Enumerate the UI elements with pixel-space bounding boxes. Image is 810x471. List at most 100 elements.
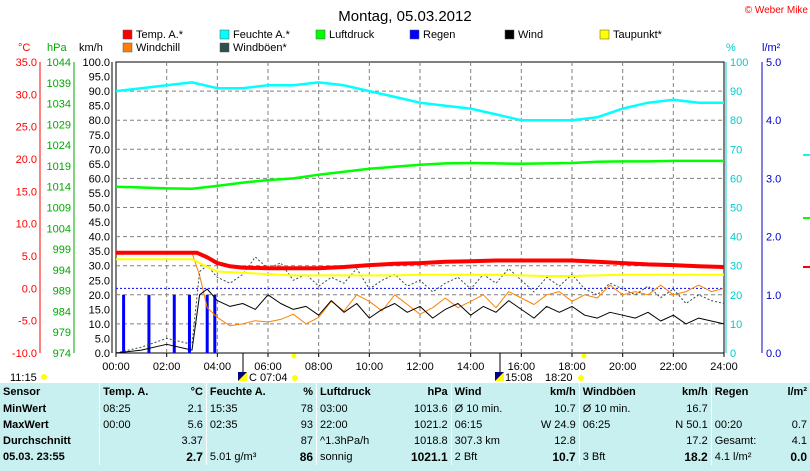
- wind-tick-label: 5.0: [95, 333, 110, 345]
- summary-cell: N 50.1: [675, 419, 708, 431]
- moon-icon-fill: [238, 372, 247, 381]
- wind-tick-label: 60.0: [89, 173, 110, 185]
- brand-label: © Weber Mike: [745, 5, 809, 16]
- summary-header-cell: Regen: [710, 383, 776, 401]
- summary-cell: 1018.8: [414, 435, 448, 447]
- rain-bar: [147, 294, 151, 353]
- x-tick-label: 04:00: [204, 361, 232, 373]
- humidity-tick-label: 50: [730, 203, 742, 215]
- summary-cell: 87: [300, 435, 314, 447]
- summary-cell: 2 Bft: [450, 449, 524, 465]
- summary-cell: [205, 433, 290, 449]
- summary-cell: 12.8: [554, 435, 576, 447]
- x-tick-label: 06:00: [254, 361, 282, 373]
- pressure-tick-label: 1009: [47, 203, 71, 215]
- legend-swatch: [599, 29, 610, 40]
- summary-row-label: MinWert: [3, 403, 47, 415]
- wind-tick-label: 45.0: [89, 217, 110, 229]
- pressure-tick-label: 1004: [47, 223, 71, 235]
- sun-icon: [581, 353, 587, 359]
- summary-row: MinWert 08:25 2.1 15:35 78 03:00 1013.6 Ø 10 mi…: [0, 401, 810, 417]
- summary-header-cell: l/m²: [787, 386, 807, 398]
- legend-label: Feuchte A.*: [233, 29, 291, 41]
- summary-cell: 10.7: [554, 403, 576, 415]
- temp-tick-label: 0.0: [22, 283, 37, 295]
- temp-tick-label: 35.0: [16, 57, 37, 69]
- series-line: [116, 252, 725, 327]
- wind-tick-label: 90.0: [89, 86, 110, 98]
- humidity-tick-label: 40: [730, 232, 742, 244]
- summary-cell: [99, 433, 169, 449]
- axis-units: °C hPa km/h% l/m²: [18, 42, 781, 54]
- summary-cell: 3 Bft: [578, 449, 660, 465]
- wind-tick-label: 75.0: [89, 130, 110, 142]
- summary-cell: W 24.9: [540, 419, 576, 431]
- summary-cell: Ø 10 min.: [578, 401, 660, 417]
- summary-cell: 17.2: [686, 435, 708, 447]
- summary-cell: 86: [299, 450, 314, 464]
- humidity-tick-label: 60: [730, 173, 742, 185]
- chart-series: [115, 81, 725, 354]
- summary-cell: 2.7: [186, 450, 203, 464]
- pressure-tick-label: 1019: [47, 161, 71, 173]
- summary-cell: 22:00: [316, 417, 394, 433]
- legend-label: Wind: [518, 29, 543, 41]
- rain-tick-label: 1.0: [766, 290, 781, 302]
- series-line: [115, 256, 725, 354]
- summary-header-cell: Wind: [450, 383, 524, 401]
- humidity-tick-label: 100: [730, 57, 748, 69]
- pressure-tick-label: 1014: [47, 182, 71, 194]
- summary-header-cell: Windböen: [578, 383, 660, 401]
- summary-cell: 1013.6: [414, 403, 448, 415]
- pressure-tick-label: 979: [53, 327, 71, 339]
- summary-cell: Ø 10 min.: [450, 401, 524, 417]
- summary-cell: 93: [300, 419, 314, 431]
- legend-swatch: [409, 29, 420, 40]
- wind-tick-label: 10.0: [89, 319, 110, 331]
- legend-label: Taupunkt*: [613, 29, 663, 41]
- summary-row: Durchschnitt 3.37 87 ^1.3hPa/h 1018.8 307.3 k…: [0, 433, 810, 449]
- summary-cell: 307.3 km: [450, 433, 524, 449]
- summary-cell: Gesamt:: [710, 433, 776, 449]
- temp-tick-label: 25.0: [16, 122, 37, 134]
- summary-cell: [578, 433, 660, 449]
- pressure-tick-label: 994: [53, 265, 71, 277]
- summary-cell: 5.01 g/m³: [205, 449, 290, 465]
- pressure-tick-label: 1044: [47, 57, 71, 69]
- summary-row: MaxWert 00:00 5.6 02:35 93 22:00 1021.2 06:15 W …: [0, 417, 810, 433]
- wind-tick-label: 95.0: [89, 72, 110, 84]
- rain-bar: [187, 294, 191, 353]
- wind-tick-label: 85.0: [89, 101, 110, 113]
- wind-tick-label: 80.0: [89, 115, 110, 127]
- series-line: [116, 250, 725, 271]
- pressure-tick-label: 989: [53, 286, 71, 298]
- chart-title: Montag, 05.03.2012: [338, 8, 471, 25]
- summary-cell: [776, 401, 810, 417]
- wind-tick-label: 50.0: [89, 203, 110, 215]
- x-tick-label: 10:00: [356, 361, 384, 373]
- temp-tick-label: 5.0: [22, 251, 37, 263]
- legend-swatch: [122, 42, 133, 53]
- pressure-tick-label: 1029: [47, 119, 71, 131]
- legend: Temp. A.* Feuchte A.* Luftdruck Regen Wind Ta…: [122, 29, 663, 54]
- x-axis-labels: 00:00 02:00 04:00 06:00 08:00 10:00 12:00 14:00…: [102, 353, 738, 373]
- temp-tick-label: -5.0: [18, 316, 37, 328]
- legend-swatch: [315, 29, 326, 40]
- humidity-tick-label: 80: [730, 115, 742, 127]
- sun-icon: [41, 374, 47, 380]
- wind-tick-label: 20.0: [89, 290, 110, 302]
- summary-cell: 02:35: [205, 417, 290, 433]
- rain-bar: [122, 294, 126, 353]
- summary-header-cell: Temp. A.: [99, 383, 169, 401]
- axis-tick-labels: 35.0 30.0 25.0 20.0 15.0 10.0 5.0 0.0 -5.0 -10.0 1…: [12, 57, 810, 360]
- humidity-tick-label: 10: [730, 319, 742, 331]
- summary-cell: sonnig: [316, 449, 394, 465]
- summary-cell: 10.7: [552, 450, 576, 464]
- summary-cell: 0.0: [790, 450, 807, 464]
- sunset-time: 15:08: [505, 372, 533, 383]
- temp-tick-label: 15.0: [16, 186, 37, 198]
- summary-cell: 18.2: [684, 450, 708, 464]
- wind-tick-label: 35.0: [89, 246, 110, 258]
- pressure-tick-label: 984: [53, 306, 71, 318]
- pressure-tick-label: 1034: [47, 99, 71, 111]
